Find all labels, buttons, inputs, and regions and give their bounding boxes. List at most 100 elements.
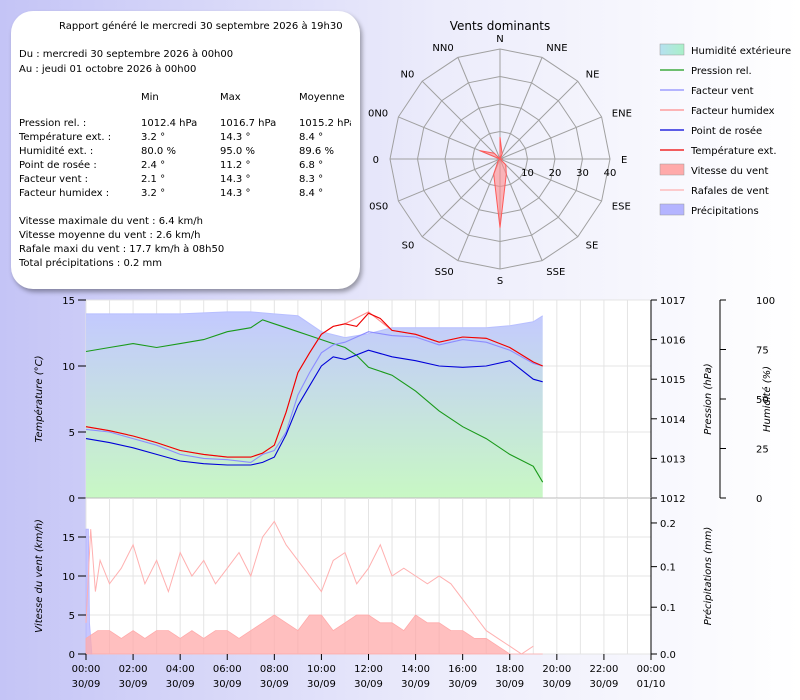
time-tick-label: 18:00 [495,664,524,675]
time-tick-label: 16:00 [448,664,477,675]
wind-axes: 0 5 10 15 Vitesse du vent (km/h) 0.0 0.1 0.1 0.2… [34,498,714,661]
report-row-max: 11.2 ° [220,160,251,171]
precipitation-axis-label: Précipitations (mm) [702,527,714,626]
wind-rose-direction-label: N [496,34,503,45]
report-header-avg: Moyenne [299,92,345,103]
report-row-min: 3.2 ° [141,132,166,143]
date-tick-label: 30/09 [448,679,477,690]
humidity-tick-label: 100 [756,296,775,307]
wind-rose-direction-label: ENE [612,109,632,120]
date-tick-label: 30/09 [401,679,430,690]
time-tick-label: 00:00 [637,664,666,675]
report-from: Du : mercredi 30 septembre 2026 à 00h00 [19,49,234,60]
pressure-tick-label: 1017 [660,296,685,307]
humidity-line [86,311,543,339]
time-axis: 00:00 30/09 02:00 30/09 04:00 30/09 06:00 30/09… [72,654,666,690]
wind-rose-ring-label: 40 [604,168,617,179]
report-row-label: Facteur humidex : [19,188,110,199]
time-tick-label: 10:00 [307,664,336,675]
report-row-min: 2.4 ° [141,160,166,171]
legend-swatch [659,163,685,176]
date-tick-label: 30/09 [495,679,524,690]
report-header-min: Min [141,92,159,103]
legend-label: Température ext. [690,145,777,157]
wind-rose-ring-label: 30 [576,168,589,179]
wind-rose-direction-label: SS0 [435,267,454,278]
report-row-avg: 8.4 ° [299,188,324,199]
date-tick-label: 30/09 [354,679,383,690]
report-row-max: 14.3 ° [220,188,251,199]
legend-label: Pression rel. [691,66,752,77]
wind-rose-direction-label: SE [586,241,599,252]
wind-rose-direction-label: NNE [546,43,567,54]
wind-rose-ring-labels: 10 20 30 40 [521,168,616,179]
wind-rose-direction-label: NE [586,69,600,80]
wind-rose-ring [416,75,584,243]
report-row-avg: 6.8 ° [299,160,324,171]
wind-rose-direction-label: S [497,276,503,287]
report-row-min: 1012.4 hPa [141,118,198,129]
legend-label: Humidité extérieure [691,45,791,57]
wind-rose-direction-label: N0 [401,69,415,80]
pressure-axis-label: Pression (hPa) [703,363,714,434]
wind-tick-label: 15 [62,533,75,544]
humidity-tick-label: 50 [756,395,769,406]
series-line [85,331,543,463]
report-summary-line: Vitesse moyenne du vent : 2.6 km/h [19,230,201,241]
wind-rose-data [479,136,507,228]
wind-rose-grid [389,48,611,270]
temperature-series [85,311,544,498]
temperature-tick-label: 10 [62,362,75,373]
report-summary-line: Rafale maxi du vent : 17.7 km/h à 08h50 [19,244,225,255]
series-line [85,349,543,466]
humidity-tick-label: 25 [756,445,769,456]
date-tick-label: 30/09 [166,679,195,690]
pressure-tick-label: 1015 [660,375,685,386]
wind-rose-title: Vents dominants [450,19,551,33]
date-tick-label: 30/09 [307,679,336,690]
report-panel: Rapport généré le mercredi 30 septembre … [11,11,360,289]
time-tick-label: 04:00 [166,664,195,675]
report-to: Au : jeudi 01 octobre 2026 à 00h00 [19,64,197,75]
time-tick-label: 06:00 [213,664,242,675]
report-row-max: 95.0 % [220,146,255,157]
report-row-avg: 8.3 ° [299,174,324,185]
report-row-avg: 8.4 ° [299,132,324,143]
wind-gust-line [85,520,534,655]
wind-precipitation-chart: 0 5 10 15 Vitesse du vent (km/h) 0.0 0.1 0.1 0.2… [34,497,714,690]
date-tick-label: 30/09 [119,679,148,690]
wind-speed-area [85,614,543,655]
legend-label: Vitesse du vent [691,166,768,177]
time-tick-label: 08:00 [260,664,289,675]
time-tick-label: 14:00 [401,664,430,675]
pressure-tick-label: 1013 [660,454,685,465]
report-row-label: Facteur vent : [19,174,89,185]
report-row-label: Pression rel. : [19,118,87,129]
legend-swatch [659,203,685,216]
wind-rose-direction-label: 0N0 [368,109,388,120]
wind-tick-label: 0 [69,650,75,661]
wind-rose-chart: Vents dominants N NNE NE ENE E ESE SE SSE S SS0 S0… [368,19,632,287]
precipitation-tick-label: 0.1 [660,603,676,614]
legend-label: Facteur humidex [691,106,775,117]
wind-rose-direction-labels: N NNE NE ENE E ESE SE SSE S SS0 S0 0S0 0 0N0 N0 NN0 [368,34,632,287]
date-tick-label: 30/09 [542,679,571,690]
report-row-label: Température ext. : [19,132,112,143]
wind-tick-label: 10 [62,572,75,583]
report-header-max: Max [220,92,241,103]
temperature-axis-label: Température (°C) [33,356,45,443]
pressure-tick-label: 1012 [660,494,685,505]
date-tick-label: 30/09 [72,679,101,690]
wind-rose-direction-label: 0S0 [369,201,388,212]
time-tick-label: 22:00 [590,664,619,675]
humidity-tick-label: 0 [756,494,762,505]
report-row-max: 1016.7 hPa [220,118,277,129]
wind-rose-direction-label: 0 [373,155,379,166]
report-row-avg: 89.6 % [299,146,334,157]
report-row-max: 14.3 ° [220,132,251,143]
wind-rose-ring-label: 20 [549,168,562,179]
report-summary-line: Vitesse maximale du vent : 6.4 km/h [19,216,204,227]
